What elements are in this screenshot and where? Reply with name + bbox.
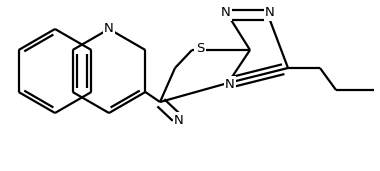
Text: S: S: [196, 42, 204, 55]
Text: N: N: [221, 6, 231, 19]
Text: N: N: [265, 6, 275, 19]
Text: N: N: [174, 114, 184, 127]
Text: N: N: [104, 23, 114, 36]
Text: N: N: [225, 77, 235, 90]
